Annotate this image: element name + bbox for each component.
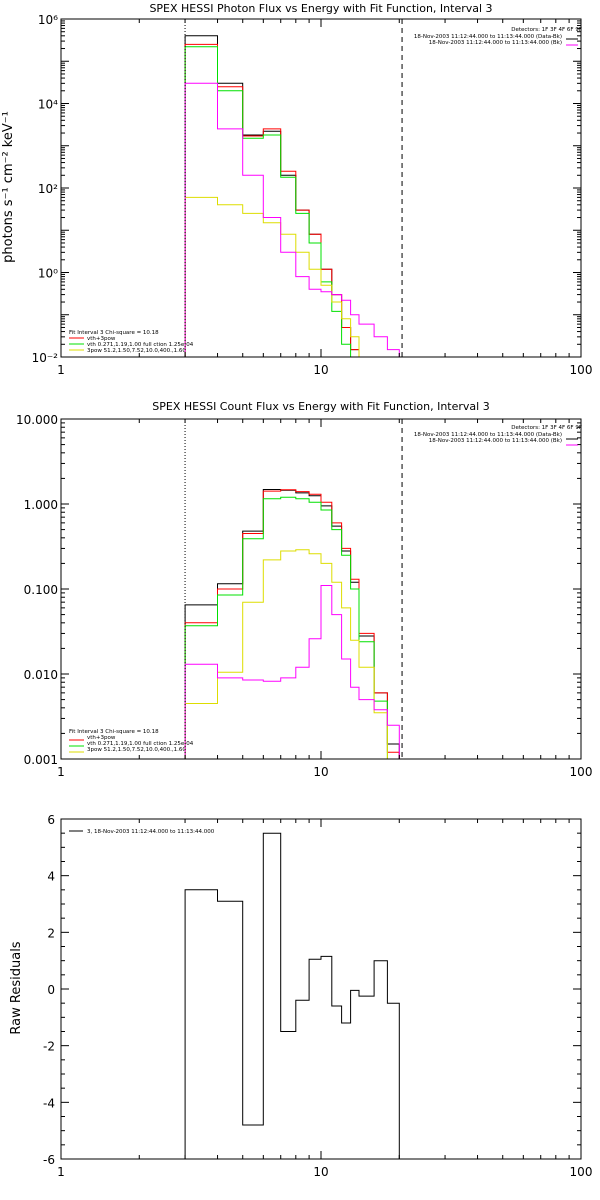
legend-top-line: 3, 18-Nov-2003 11:12:44.000 to 11:13:44.… (87, 829, 215, 835)
y-tick-label: 10⁴ (38, 98, 58, 112)
photon-flux-chart: SPEX HESSI Photon Flux vs Energy with Fi… (1, 2, 592, 377)
y-tick-label: 10.000 (16, 413, 58, 427)
legend-bottom-line: Fit Interval 3 Chi-square = 10.18 (69, 729, 159, 735)
y-tick-label: 4 (47, 870, 55, 884)
y-tick-label: 10⁶ (38, 13, 58, 27)
series-line (184, 832, 400, 1159)
legend-bottom-line: vth+3pow (87, 735, 116, 741)
legend-bottom-line: 3pow 51.2,1.50,7.52,10.0,400.,1.60 (87, 348, 186, 354)
y-axis-label: Raw Residuals (9, 941, 24, 1034)
y-tick-label: 0.100 (24, 583, 58, 597)
y-tick-label: 6 (47, 813, 55, 827)
x-tick-label: 10 (313, 765, 328, 779)
plot-frame (60, 818, 582, 1160)
legend-top-line: 18-Nov-2003 11:12:44.000 to 11:13:44.000… (414, 34, 562, 40)
legend-bottom-line: 3pow 51.2,1.50,7.52,10.0,400.,1.60 (87, 747, 186, 753)
legend-top-line: 18-Nov-2003 11:12:44.000 to 11:13:44.000… (429, 40, 562, 46)
y-tick-label: -4 (43, 1096, 55, 1110)
count-flux-chart: SPEX HESSI Count Flux vs Energy with Fit… (16, 400, 592, 779)
y-tick-label: -2 (43, 1040, 55, 1054)
residuals-chart: Raw Residuals 3, 18-Nov-2003 11:12:44.00… (9, 813, 592, 1179)
legend-bottom-line: Fit Interval 3 Chi-square = 10.18 (69, 330, 159, 336)
y-tick-label: 0.001 (24, 753, 58, 767)
chart-title: SPEX HESSI Count Flux vs Energy with Fit… (152, 400, 489, 413)
series-line (184, 82, 400, 357)
legend-top-line: Detectors: 1F 3F 4F 6F 9F (511, 27, 582, 33)
y-tick-label: -6 (43, 1153, 55, 1167)
series-line (184, 585, 400, 759)
series-line (184, 549, 400, 760)
y-tick-label: 0 (47, 983, 55, 997)
series-line (184, 196, 400, 358)
y-tick-label: 10⁻² (32, 351, 59, 365)
x-tick-label: 100 (570, 363, 593, 377)
series-line (184, 46, 400, 358)
legend-bottom-line: vth 0.271,1.19,1.00 full ction 1.25e-04 (87, 342, 194, 348)
y-tick-label: 10⁰ (38, 267, 58, 281)
plot-frame (60, 18, 582, 358)
x-tick-label: 1 (57, 765, 65, 779)
series-line (184, 496, 400, 760)
legend-bottom-line: vth 0.271,1.19,1.00 full ction 1.25e-04 (87, 741, 194, 747)
x-tick-label: 100 (570, 1165, 593, 1179)
y-tick-label: 10² (38, 182, 58, 196)
legend-bottom-line: vth+3pow (87, 336, 116, 342)
chart-title: SPEX HESSI Photon Flux vs Energy with Fi… (149, 2, 492, 15)
legend-top-line: Detectors: 1F 3F 4F 6F 9F (511, 425, 582, 431)
legend-top-line: 18-Nov-2003 11:12:44.000 to 11:13:44.000… (429, 438, 562, 444)
x-tick-label: 100 (570, 765, 593, 779)
y-tick-label: 0.010 (24, 668, 58, 682)
x-tick-label: 10 (313, 363, 328, 377)
x-tick-label: 1 (57, 363, 65, 377)
y-axis-label: photons s⁻¹ cm⁻² keV⁻¹ (1, 111, 16, 263)
y-tick-label: 2 (47, 926, 55, 940)
x-tick-label: 10 (313, 1165, 328, 1179)
x-tick-label: 1 (57, 1165, 65, 1179)
legend-top-line: 18-Nov-2003 11:12:44.000 to 11:13:44.000… (414, 432, 562, 438)
y-tick-label: 1.000 (24, 498, 58, 512)
